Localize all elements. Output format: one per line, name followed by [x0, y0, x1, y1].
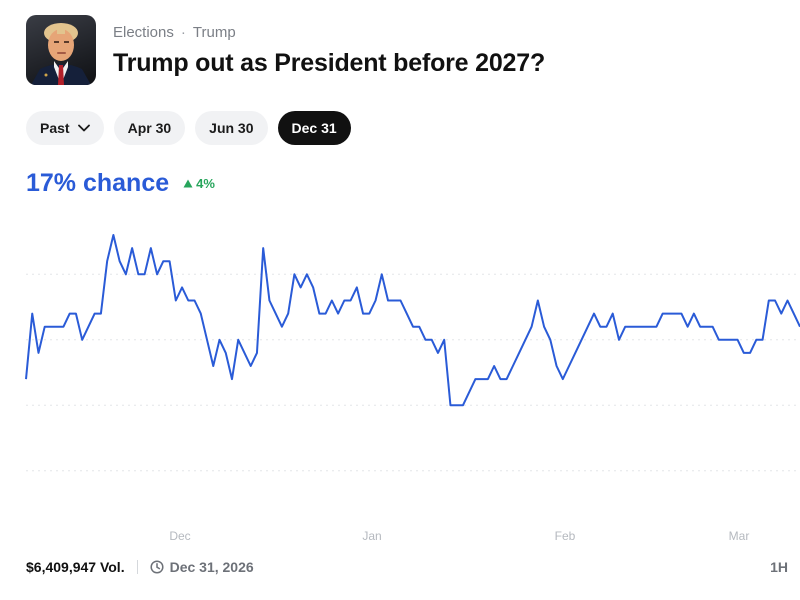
change-badge: 4% [183, 176, 215, 191]
change-value: 4% [196, 176, 215, 191]
filter-jun-30-label: Jun 30 [209, 120, 254, 136]
interval-toggle[interactable]: 1H [770, 559, 788, 575]
x-tick-label: Dec [169, 529, 190, 543]
candidate-photo [31, 23, 91, 85]
x-tick-label: Feb [555, 529, 576, 543]
filter-dec-31-label: Dec 31 [291, 120, 337, 136]
x-tick-label: Mar [729, 529, 750, 543]
end-date: Dec 31, 2026 [150, 559, 254, 575]
volume-text: $6,409,947 Vol. [26, 559, 125, 575]
filter-past-label: Past [40, 120, 70, 136]
breadcrumb-category[interactable]: Elections [113, 24, 174, 41]
breadcrumb-separator: · [180, 24, 186, 41]
avatar[interactable] [26, 15, 96, 85]
filter-dec-31[interactable]: Dec 31 [277, 111, 351, 145]
clock-icon [150, 560, 164, 574]
breadcrumb: Elections · Trump [113, 24, 545, 41]
chevron-down-icon [77, 124, 90, 132]
x-tick-label: Jan [362, 529, 381, 543]
market-header: Elections · Trump Trump out as President… [26, 15, 545, 85]
chance-value: 17% chance [26, 169, 170, 197]
chart-line-layer [25, 234, 800, 407]
breadcrumb-topic[interactable]: Trump [192, 24, 236, 41]
chart-grid [26, 273, 800, 472]
end-date-text: Dec 31, 2026 [169, 559, 254, 575]
page-title: Trump out as President before 2027? [113, 49, 546, 77]
triangle-up-icon [183, 179, 193, 188]
x-axis-ticks: Dec Jan Feb Mar [169, 529, 749, 543]
price-history-chart[interactable]: Dec Jan Feb Mar [0, 230, 800, 550]
filter-past-dropdown[interactable]: Past [26, 111, 104, 145]
footer-divider [136, 560, 138, 574]
series-line [25, 234, 800, 407]
filter-apr-30-label: Apr 30 [127, 120, 172, 136]
filter-jun-30[interactable]: Jun 30 [195, 111, 268, 145]
market-footer: $6,409,947 Vol. Dec 31, 2026 1H [26, 559, 788, 575]
filter-apr-30[interactable]: Apr 30 [113, 111, 186, 145]
date-filter-pills: Past Apr 30 Jun 30 Dec 31 [26, 111, 351, 145]
odds-summary: 17% chance 4% [26, 169, 215, 198]
